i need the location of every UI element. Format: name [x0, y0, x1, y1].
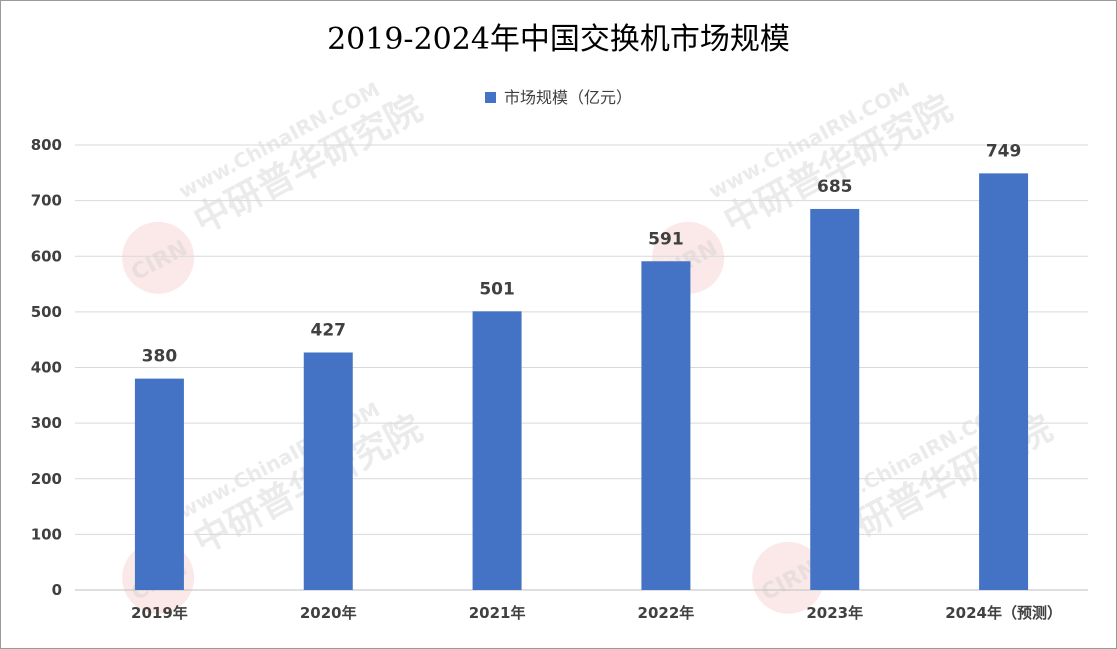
data-label: 591 [648, 229, 684, 249]
category-label: 2020年 [300, 604, 357, 622]
y-tick-label: 200 [31, 470, 62, 488]
bar [303, 352, 353, 590]
bar [134, 378, 184, 590]
category-label: 2023年 [806, 604, 863, 622]
bar [979, 173, 1029, 590]
bar [472, 311, 522, 590]
data-label: 501 [479, 279, 515, 299]
y-axis-ticks: 0 100 200 300 400 500 600 700 800 [31, 136, 62, 599]
data-label: 427 [311, 320, 347, 340]
category-label: 2021年 [469, 604, 526, 622]
legend-label: 市场规模（亿元） [503, 88, 632, 107]
data-labels: 380 427 501 591 685 749 [142, 141, 1022, 366]
category-label: 2024年（预测） [945, 604, 1062, 622]
legend-swatch [484, 92, 496, 103]
watermark-logo [752, 541, 825, 614]
watermark-logo [122, 221, 195, 294]
chart-title: 2019-2024年中国交换机市场规模 [327, 22, 790, 57]
gridlines [75, 144, 1088, 591]
y-tick-label: 700 [31, 192, 62, 210]
category-labels: 2019年 2020年 2021年 2022年 2023年 2024年（预测） [131, 604, 1062, 622]
bars [134, 173, 1029, 590]
bar [810, 208, 860, 590]
y-tick-label: 800 [31, 136, 62, 154]
y-tick-label: 100 [31, 525, 62, 543]
watermarks: www.ChinaIRN.COM中研普华研究院CIRNwww.ChinaIRN.… [122, 77, 1059, 614]
y-tick-label: 300 [31, 414, 62, 432]
data-label: 685 [817, 177, 853, 197]
y-tick-label: 600 [31, 247, 62, 265]
y-tick-label: 400 [31, 359, 62, 377]
y-tick-label: 500 [31, 303, 62, 321]
category-label: 2019年 [131, 604, 188, 622]
data-label: 380 [142, 347, 178, 367]
category-label: 2022年 [638, 604, 695, 622]
legend: 市场规模（亿元） [0, 84, 1117, 108]
y-tick-label: 0 [52, 581, 62, 599]
bar [641, 261, 691, 590]
data-label: 749 [986, 141, 1022, 161]
